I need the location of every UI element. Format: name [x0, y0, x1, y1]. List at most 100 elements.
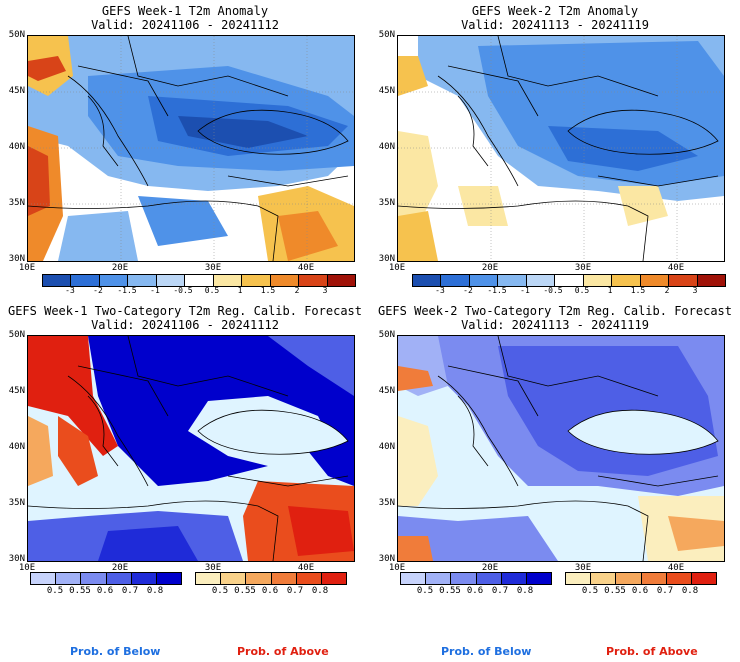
colorbar-label: 0.5 — [581, 586, 599, 596]
lon-label: 20E — [481, 563, 499, 573]
lat-label: 50N — [8, 330, 25, 340]
lon-label: 20E — [481, 263, 499, 273]
anomaly-colorbar — [412, 274, 726, 287]
lon-label: 10E — [388, 563, 406, 573]
lat-label: 30N — [8, 554, 25, 564]
prob-above-colorbar — [565, 572, 717, 585]
lat-label: 35N — [8, 498, 25, 508]
prob-below-colorbar — [30, 572, 182, 585]
lat-label: 35N — [378, 198, 395, 208]
colorbar-label: -3 — [435, 286, 445, 295]
lat-label: 40N — [378, 442, 395, 452]
probability-map — [27, 335, 355, 562]
anomaly-map — [27, 35, 355, 262]
colorbar-label: 1 — [607, 286, 613, 295]
lon-label: 30E — [574, 563, 592, 573]
lon-label: 40E — [667, 563, 685, 573]
lon-label: 20E — [111, 263, 129, 273]
lon-label: 40E — [297, 263, 315, 273]
colorbar-label: 2 — [294, 286, 300, 295]
lat-label: 50N — [8, 30, 25, 40]
lon-label: 40E — [297, 563, 315, 573]
panel-valid-dates: Valid: 20241113 - 20241119 — [461, 318, 649, 332]
lat-label: 50N — [378, 330, 395, 340]
lon-label: 20E — [111, 563, 129, 573]
lon-label: 10E — [18, 563, 36, 573]
lat-label: 50N — [378, 30, 395, 40]
colorbar-label: 0.5 — [204, 286, 220, 295]
anomaly-map — [397, 35, 725, 262]
prob-above-legend-label: Prob. of Above — [237, 645, 329, 658]
lat-label: 30N — [8, 254, 25, 264]
panel-title: GEFS Week-2 T2m Anomaly — [471, 4, 639, 18]
colorbar-label: 0.7 — [286, 586, 304, 596]
prob-below-legend-label: Prob. of Below — [70, 645, 161, 658]
colorbar-label: 0.7 — [121, 586, 139, 596]
colorbar-label: -1 — [150, 286, 160, 295]
colorbar-label: 1 — [237, 286, 243, 295]
colorbar-label: -2 — [463, 286, 473, 295]
colorbar-label: 1.5 — [260, 286, 276, 295]
lat-label: 40N — [8, 442, 25, 452]
colorbar-label: 0.8 — [681, 586, 699, 596]
anomaly-colorbar — [42, 274, 356, 287]
panel-week2-probability: GEFS Week-2 Two-Category T2m Reg. Calib.… — [370, 300, 740, 600]
lon-label: 40E — [667, 263, 685, 273]
panel-valid-dates: Valid: 20241106 - 20241112 — [91, 18, 279, 32]
colorbar-label: 2 — [664, 286, 670, 295]
panel-valid-dates: Valid: 20241113 - 20241119 — [461, 18, 649, 32]
colorbar-label: -3 — [65, 286, 75, 295]
colorbar-label: -1.5 — [117, 286, 137, 295]
lat-label: 30N — [378, 554, 395, 564]
prob-below-legend-label: Prob. of Below — [441, 645, 532, 658]
prob-above-colorbar — [195, 572, 347, 585]
colorbar-label: 0.8 — [311, 586, 329, 596]
lat-label: 35N — [378, 498, 395, 508]
colorbar-label: 0.6 — [96, 586, 114, 596]
colorbar-label: -1 — [520, 286, 530, 295]
lon-label: 30E — [204, 263, 222, 273]
colorbar-label: 0.8 — [516, 586, 534, 596]
lon-label: 10E — [388, 263, 406, 273]
colorbar-label: 0.6 — [466, 586, 484, 596]
colorbar-label: 0.5 — [416, 586, 434, 596]
colorbar-label: 0.55 — [604, 586, 626, 596]
lat-label: 35N — [8, 198, 25, 208]
colorbar-label: 0.55 — [234, 586, 256, 596]
lat-label: 45N — [378, 86, 395, 96]
colorbar-label: 0.55 — [439, 586, 461, 596]
lon-label: 10E — [18, 263, 36, 273]
lat-label: 30N — [378, 254, 395, 264]
colorbar-label: 0.7 — [491, 586, 509, 596]
colorbar-label: -2 — [93, 286, 103, 295]
panel-week1-probability: GEFS Week-1 Two-Category T2m Reg. Calib.… — [0, 300, 370, 600]
lon-label: 30E — [574, 263, 592, 273]
colorbar-label: 0.5 — [211, 586, 229, 596]
panel-week1-anomaly: GEFS Week-1 T2m Anomaly Valid: 20241106 … — [0, 0, 370, 300]
colorbar-label: 0.5 — [46, 586, 64, 596]
prob-above-legend-label: Prob. of Above — [606, 645, 698, 658]
colorbar-label: 0.8 — [146, 586, 164, 596]
colorbar-label: 0.5 — [574, 286, 590, 295]
lat-label: 45N — [8, 386, 25, 396]
colorbar-label: 1.5 — [630, 286, 646, 295]
lat-label: 40N — [8, 142, 25, 152]
lat-label: 45N — [378, 386, 395, 396]
probability-map — [397, 335, 725, 562]
colorbar-label: 0.6 — [261, 586, 279, 596]
panel-title: GEFS Week-1 Two-Category T2m Reg. Calib.… — [7, 304, 362, 318]
panel-valid-dates: Valid: 20241106 - 20241112 — [91, 318, 279, 332]
panel-title: GEFS Week-1 T2m Anomaly — [101, 4, 269, 18]
colorbar-label: 0.6 — [631, 586, 649, 596]
colorbar-label: -1.5 — [487, 286, 507, 295]
lat-label: 40N — [378, 142, 395, 152]
colorbar-label: 3 — [322, 286, 328, 295]
panel-title: GEFS Week-2 Two-Category T2m Reg. Calib.… — [377, 304, 732, 318]
lon-label: 30E — [204, 563, 222, 573]
colorbar-label: -0.5 — [173, 286, 193, 295]
colorbar-label: 0.55 — [69, 586, 91, 596]
panel-week2-anomaly: GEFS Week-2 T2m Anomaly Valid: 20241113 … — [370, 0, 740, 300]
colorbar-label: -0.5 — [543, 286, 563, 295]
colorbar-label: 0.7 — [656, 586, 674, 596]
colorbar-label: 3 — [692, 286, 698, 295]
